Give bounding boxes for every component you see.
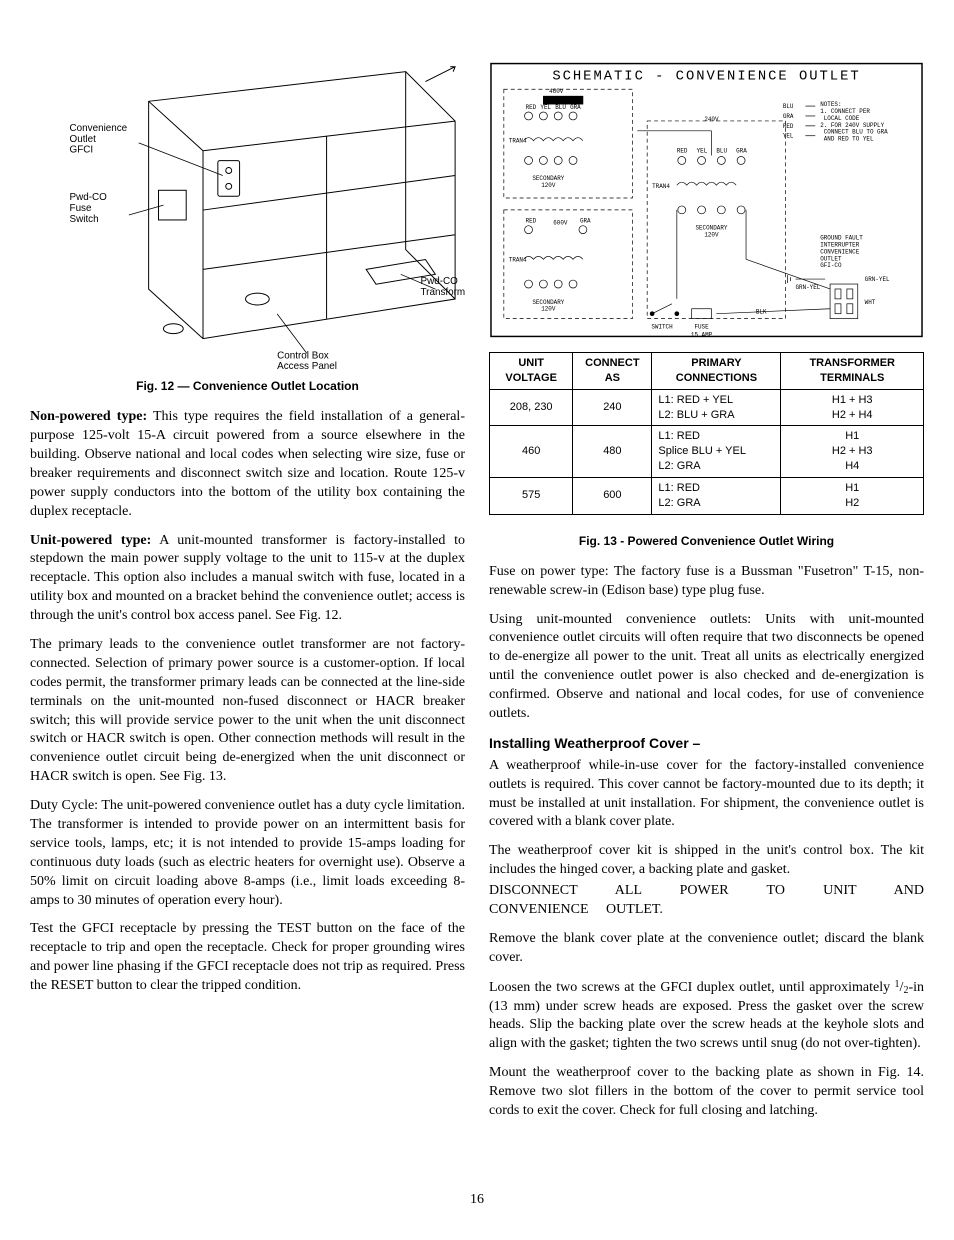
para-unitpowered: Unit-powered type: A unit-mounted transf…: [30, 532, 465, 626]
schem-title: SCHEMATIC - CONVENIENCE OUTLET: [552, 68, 860, 84]
svg-text:BLU: BLU: [555, 104, 566, 111]
svg-text:600V: 600V: [553, 220, 568, 227]
svg-text:BLU: BLU: [716, 148, 727, 155]
svg-text:240V: 240V: [704, 116, 719, 123]
lead-unitpowered: Unit-powered type:: [30, 533, 151, 548]
svg-text:GRA: GRA: [783, 113, 794, 120]
text-p1: This type requires the field installatio…: [30, 409, 465, 518]
para-loosen: Loosen the two screws at the GFCI duplex…: [489, 978, 924, 1055]
svg-text:TRAN4: TRAN4: [509, 138, 527, 145]
label-gfci: ConvenienceOutletGFCI: [70, 123, 128, 156]
svg-text:YEL: YEL: [697, 148, 708, 155]
para-remove-cover: Remove the blank cover plate at the conv…: [489, 930, 924, 968]
table-row: 208, 230 240 L1: RED + YELL2: BLU + GRA …: [490, 389, 924, 426]
svg-text:RED: RED: [677, 148, 688, 155]
svg-text:YEL: YEL: [540, 104, 551, 111]
right-column: SCHEMATIC - CONVENIENCE OUTLET: [489, 60, 924, 1131]
svg-text:460V: 460V: [549, 88, 564, 95]
heading-weatherproof: Installing Weatherproof Cover –: [489, 734, 924, 753]
label-fuse: Pwd-COFuseSwitch: [70, 192, 108, 225]
th-uv: UNIT VOLTAGE: [490, 353, 573, 390]
para-wp1: A weatherproof while-in-use cover for th…: [489, 757, 924, 833]
table-row: 575 600 L1: REDL2: GRA H1H2: [490, 477, 924, 514]
th-pc: PRIMARY CONNECTIONS: [652, 353, 781, 390]
para-nonpowered: Non-powered type: This type requires the…: [30, 408, 465, 521]
para-disconnect: DISCONNECT ALL POWER TO UNIT AND CONVENI…: [489, 882, 924, 920]
page-number: 16: [30, 1191, 924, 1210]
th-tt: TRANSFORMER TERMINALS: [781, 353, 924, 390]
svg-text:GROUND FAULTINTERRUPTERCONVENI: GROUND FAULTINTERRUPTERCONVENIENCEOUTLET…: [820, 235, 863, 270]
svg-text:WHT: WHT: [865, 299, 876, 306]
para-duty-cycle: Duty Cycle: The unit-powered convenience…: [30, 797, 465, 910]
fig12-diagram: ConvenienceOutletGFCI Pwd-COFuseSwitch P…: [30, 60, 465, 370]
th-ca: CONNECT AS: [573, 353, 652, 390]
para-wp2: The weatherproof cover kit is shipped in…: [489, 842, 924, 880]
table-row: 460 480 L1: REDSplice BLU + YELL2: GRA H…: [490, 426, 924, 478]
fig12-caption: Fig. 12 — Convenience Outlet Location: [30, 378, 465, 394]
svg-text:SECONDARY120V: SECONDARY120V: [532, 299, 564, 313]
svg-text:GRN-YEL: GRN-YEL: [795, 284, 820, 291]
svg-text:GRA: GRA: [580, 218, 591, 225]
svg-text:SECONDARY120V: SECONDARY120V: [532, 175, 564, 189]
svg-text:GRN-YEL: GRN-YEL: [865, 276, 890, 283]
svg-text:SWITCH: SWITCH: [651, 324, 673, 331]
svg-text:GRA: GRA: [570, 104, 581, 111]
svg-text:TRAN4: TRAN4: [509, 256, 527, 263]
svg-text:BLU: BLU: [783, 103, 794, 110]
label-xfmr: Pwd-COTransformer: [421, 276, 465, 298]
svg-text:BLK: BLK: [756, 309, 767, 316]
svg-text:YEL: YEL: [783, 133, 794, 140]
para-mount: Mount the weatherproof cover to the back…: [489, 1064, 924, 1121]
para-primary-leads: The primary leads to the convenience out…: [30, 636, 465, 787]
label-panel: Control BoxAccess Panel: [277, 350, 337, 370]
para-fuse: Fuse on power type: The factory fuse is …: [489, 563, 924, 601]
svg-text:15 AMP: 15 AMP: [691, 331, 713, 338]
svg-text:TRAN4: TRAN4: [652, 183, 670, 190]
left-column: ConvenienceOutletGFCI Pwd-COFuseSwitch P…: [30, 60, 465, 1131]
para-using-outlets: Using unit-mounted convenience outlets: …: [489, 611, 924, 724]
svg-text:NOTES:1. CONNECT PER LOCAL C: NOTES:1. CONNECT PER LOCAL CODE2. FOR 24…: [820, 101, 888, 143]
svg-text:GRA: GRA: [736, 148, 747, 155]
lead-nonpowered: Non-powered type:: [30, 409, 147, 424]
fig13-caption: Fig. 13 - Powered Convenience Outlet Wir…: [489, 533, 924, 549]
svg-text:FUSE: FUSE: [694, 324, 709, 331]
wiring-table: UNIT VOLTAGE CONNECT AS PRIMARY CONNECTI…: [489, 352, 924, 515]
svg-text:RED: RED: [526, 218, 537, 225]
fig13-schematic: SCHEMATIC - CONVENIENCE OUTLET: [489, 60, 924, 340]
svg-text:RED: RED: [783, 123, 794, 130]
para-test-gfci: Test the GFCI receptacle by pressing the…: [30, 920, 465, 996]
svg-text:RED: RED: [526, 104, 537, 111]
svg-text:SECONDARY120V: SECONDARY120V: [695, 225, 727, 239]
